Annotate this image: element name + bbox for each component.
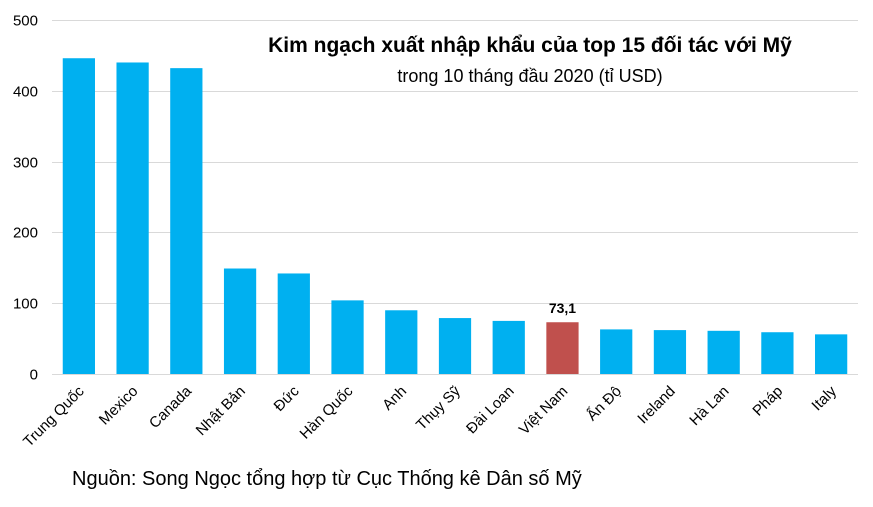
x-category-label: Hàn Quốc [297, 382, 357, 442]
x-category-label: Đài Loan [463, 383, 517, 437]
y-tick-label: 500 [13, 13, 38, 30]
bar [277, 273, 310, 374]
bar [600, 329, 633, 374]
x-category-label: Canada [146, 382, 196, 432]
bar [492, 320, 525, 374]
x-category-label: Anh [379, 383, 410, 414]
y-tick-label: 300 [13, 155, 38, 172]
chart-subtitle: trong 10 tháng đầu 2020 (tỉ USD) [397, 66, 662, 86]
chart-source: Nguồn: Song Ngọc tổng hợp từ Cục Thống k… [72, 468, 582, 490]
bar [707, 330, 740, 374]
x-category-label: Đức [271, 382, 303, 414]
bar [331, 300, 364, 374]
x-category-label: Nhật Bản [193, 383, 249, 439]
x-category-label: Mexico [96, 383, 142, 429]
x-category-label: Italy [808, 382, 840, 414]
bar [761, 332, 794, 374]
y-tick-label: 400 [13, 84, 38, 101]
x-category-label: Hà Lan [686, 383, 732, 429]
y-axis-ticks: 0 100 200 300 400 500 [13, 13, 38, 384]
x-category-label: Pháp [749, 383, 786, 420]
chart-title: Kim ngạch xuất nhập khẩu của top 15 đối … [268, 34, 792, 57]
x-category-label: Ireland [634, 383, 678, 427]
y-tick-label: 200 [13, 225, 38, 242]
bar [223, 268, 257, 374]
x-category-label: Trung Quốc [20, 382, 88, 450]
bar [170, 68, 203, 375]
bar [815, 334, 848, 374]
x-category-label: Việt Nam [516, 383, 571, 438]
bar [546, 322, 579, 374]
y-tick-label: 100 [13, 296, 38, 313]
bar [653, 330, 687, 374]
bar [438, 318, 472, 374]
data-label: 73,1 [549, 300, 576, 316]
bars [62, 58, 848, 375]
bar [116, 62, 149, 374]
bar [385, 310, 418, 374]
x-category-label: Ấn Độ [584, 383, 626, 425]
y-tick-label: 0 [30, 367, 38, 384]
bar [62, 58, 95, 375]
x-category-label: Thụy Sỹ [413, 382, 464, 433]
data-labels: 73,1 [549, 300, 576, 316]
